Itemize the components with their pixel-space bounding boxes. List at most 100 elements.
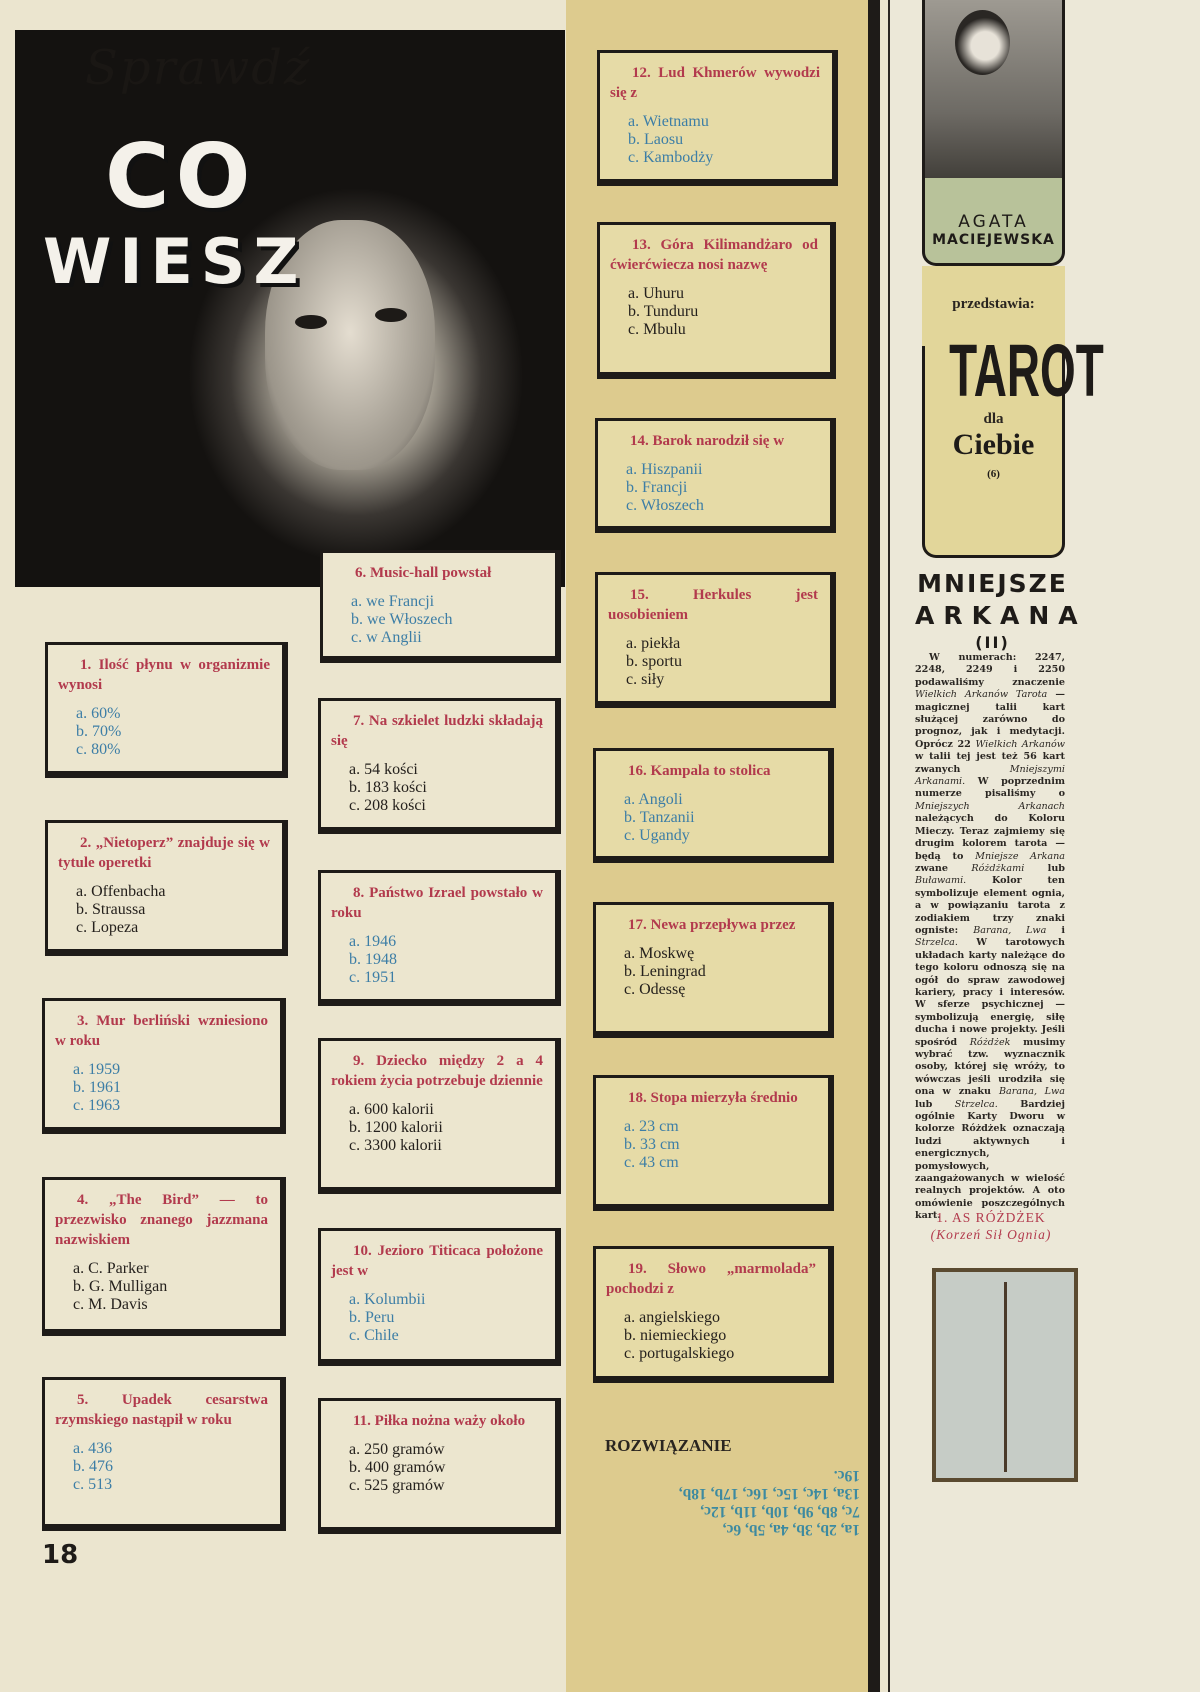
answer-option: c. siły — [626, 671, 665, 688]
wand-icon — [1004, 1282, 1007, 1472]
article-text-segment: W poprzednim numerze pisaliśmy o — [915, 776, 1065, 800]
answer-option: c. 1963 — [73, 1097, 121, 1114]
section-line1: MNIEJSZE — [917, 569, 1068, 598]
question-box-1: 1. Ilość płynu w organizmie wynosi a. 60%… — [45, 642, 288, 778]
ace-of-wands-card-image — [932, 1268, 1078, 1482]
portrait-eye — [375, 308, 407, 322]
article-text-segment: Strzelca. — [954, 1098, 998, 1110]
article-text-segment: Buławami. — [915, 875, 967, 887]
answer-option: b. Peru — [349, 1309, 395, 1326]
question-box-8: 8. Państwo Izrael powstało w roku a. 1946… — [318, 870, 561, 1006]
article-text-segment: Bardziej ogólnie Karty Dworu w kolorze R… — [915, 1098, 1065, 1222]
column-divider-thin — [888, 0, 890, 1692]
answer-option: b. Tanzanii — [624, 809, 695, 826]
solution-answers-upside-down: 1a, 2b, 3b, 4a, 5b, 6c, 7c, 8b, 9b, 10b,… — [598, 1466, 860, 1538]
article-text-segment: Mniejszymi Arkanami. — [915, 763, 1065, 788]
tarot-frame — [922, 346, 1065, 558]
solution-title: ROZWIĄZANIE — [605, 1436, 732, 1455]
answer-option: a. Kolumbii — [349, 1291, 426, 1308]
answer-option: a. 54 kości — [349, 761, 418, 778]
question-box-6: 6. Music-hall powstał a. we Francji b. we … — [320, 550, 561, 663]
question-title: 5. Upadek cesarstwa rzymskiego nastąpił … — [55, 1392, 268, 1428]
question-title: 16. Kampala to stolica — [628, 763, 771, 779]
article-text-segment: Mniejsze Arkana — [975, 850, 1066, 862]
question-title: 9. Dziecko między 2 a 4 rokiem życia pot… — [331, 1053, 543, 1089]
question-box-3: 3. Mur berliński wzniesiono w roku a. 195… — [42, 998, 286, 1134]
question-box-5: 5. Upadek cesarstwa rzymskiego nastąpił … — [42, 1377, 286, 1531]
author-last-name: MACIEJEWSKA — [932, 232, 1055, 248]
tarot-title: TAROT — [949, 329, 1104, 412]
article-text-segment: musimy wybrać tzw. wyznacznik osoby, któ… — [915, 1036, 1065, 1098]
answer-option: b. 1200 kalorii — [349, 1119, 443, 1136]
answer-option: b. niemieckiego — [624, 1327, 727, 1344]
presents-label: przedstawia: — [952, 296, 1035, 312]
author-photo — [922, 0, 1065, 192]
question-box-10: 10. Jezioro Titicaca położone jest w a. K… — [318, 1228, 561, 1366]
answer-option: a. Offenbacha — [76, 883, 166, 900]
article-text-segment: Strzelca. — [915, 937, 958, 949]
answer-option: c. 525 gramów — [349, 1477, 445, 1494]
answer-option: c. 208 kości — [349, 797, 426, 814]
answer-option: a. 250 gramów — [349, 1441, 445, 1458]
article-text-segment: lub — [1024, 862, 1065, 874]
question-box-19: 19. Słowo „marmolada” pochodzi z a. angie… — [593, 1246, 834, 1383]
answer-option: c. 43 cm — [624, 1154, 679, 1171]
question-box-13: 13. Góra Kilimandżaro od ćwierćwiecza no… — [597, 222, 836, 379]
question-box-18: 18. Stopa mierzyła średnio a. 23 cm b. 33 … — [593, 1075, 834, 1211]
question-box-11: 11. Piłka nożna waży około a. 250 gramów b… — [318, 1398, 561, 1534]
author-banner: AGATA MACIEJEWSKA — [922, 178, 1065, 266]
answer-option: b. 1948 — [349, 951, 397, 968]
question-title: 3. Mur berliński wzniesiono w roku — [55, 1013, 268, 1049]
answer-option: c. Odessę — [624, 981, 686, 998]
solution-line: 13a, 14c, 15c, 16c, 17b, 18b, — [678, 1485, 860, 1502]
answer-option: c. 1951 — [349, 969, 397, 986]
answer-option: b. 1961 — [73, 1079, 121, 1096]
question-title: 1. Ilość płynu w organizmie wynosi — [58, 657, 270, 693]
solution-line: 7c, 8b, 9b, 10b, 11b, 12c, — [700, 1503, 860, 1520]
question-title: 18. Stopa mierzyła średnio — [628, 1090, 798, 1106]
answer-option: a. angielskiego — [624, 1309, 720, 1326]
answer-option: a. 600 kalorii — [349, 1101, 434, 1118]
answer-option: a. Angoli — [624, 791, 683, 808]
answer-option: c. Ugandy — [624, 827, 690, 844]
answer-option: c. portugalskiego — [624, 1345, 735, 1362]
question-title: 8. Państwo Izrael powstało w roku — [331, 885, 543, 921]
tarot-title-panel: przedstawia: TAROT dla Ciebie (6) — [922, 266, 1104, 558]
card-subtitle: (Korzeń Sił Ognia) — [930, 1227, 1052, 1242]
answer-option: b. 400 gramów — [349, 1459, 446, 1476]
answer-option: a. 60% — [76, 705, 121, 722]
tarot-dla: dla — [983, 411, 1004, 427]
answer-option: c. Lopeza — [76, 919, 139, 936]
answer-option: b. G. Mulligan — [73, 1278, 168, 1295]
answer-option: b. Tunduru — [628, 303, 699, 320]
question-box-9: 9. Dziecko między 2 a 4 rokiem życia pot… — [318, 1038, 561, 1194]
answer-option: c. w Anglii — [351, 629, 422, 646]
solution-line: 19c. — [833, 1467, 860, 1484]
question-title: 7. Na szkielet ludzki składają się — [331, 713, 543, 749]
answer-option: b. 33 cm — [624, 1136, 680, 1153]
question-title: 4. „The Bird” — to przezwisko znanego ja… — [55, 1192, 268, 1248]
article-text-segment: należących do Koloru Mieczy. Teraz zajmi… — [915, 813, 1065, 862]
header-title-co: CO — [105, 125, 257, 228]
answer-option: a. we Francji — [351, 593, 435, 610]
question-title: 6. Music-hall powstał — [355, 565, 492, 581]
answer-option: b. Straussa — [76, 901, 146, 918]
answer-option: a. 1959 — [73, 1061, 121, 1078]
tarot-ciebie: Ciebie — [952, 428, 1035, 461]
answer-option: c. Kambodży — [628, 149, 714, 166]
section-heading: MNIEJSZE ARKANA (II) — [915, 568, 1078, 654]
answer-option: b. we Włoszech — [351, 611, 453, 628]
question-title: 17. Newa przepływa przez — [628, 917, 796, 933]
article-text-segment: lub — [915, 1098, 955, 1110]
article-text-segment: Różdżkami — [971, 862, 1025, 874]
answer-option: a. Uhuru — [628, 285, 684, 302]
answer-option: c. 513 — [73, 1476, 113, 1493]
answer-option: b. sportu — [626, 653, 682, 670]
answer-option: a. 1946 — [349, 933, 397, 950]
card-heading: 1. AS RÓŻDŻEK (Korzeń Sił Ognia) — [915, 1209, 1067, 1243]
answer-option: c. Chile — [349, 1327, 399, 1344]
article-text-segment: Barana, Lwa — [973, 924, 1047, 936]
question-title: 10. Jezioro Titicaca położone jest w — [331, 1243, 543, 1279]
answer-option: a. piekła — [626, 635, 681, 652]
article-text-segment: Kolor ten symbolizuje element ognia, a w… — [915, 875, 1065, 936]
